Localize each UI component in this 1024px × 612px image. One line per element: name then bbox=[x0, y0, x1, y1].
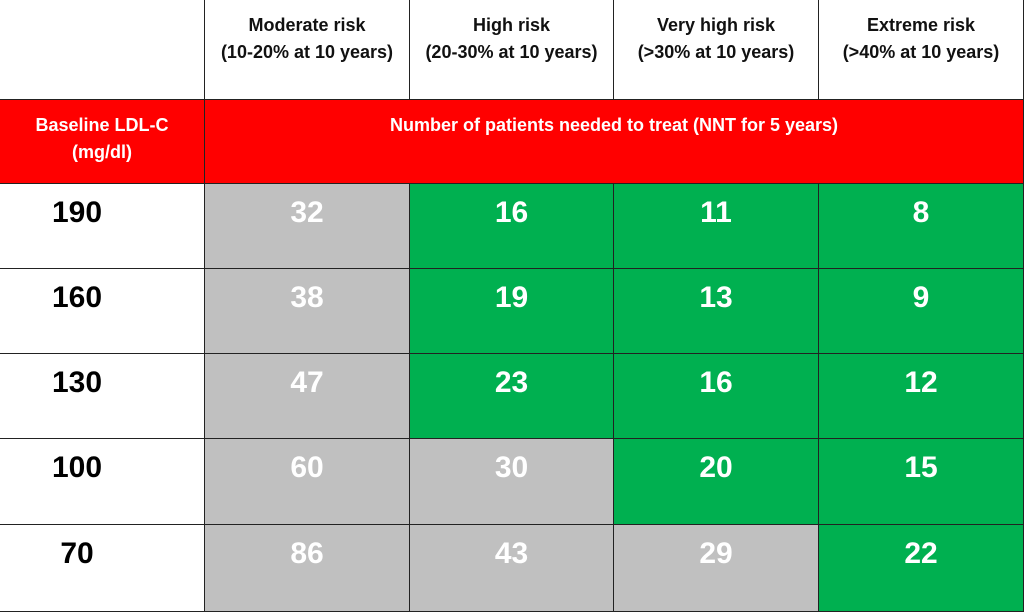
row-label: 160 bbox=[0, 269, 205, 354]
column-range: (10-20% at 10 years) bbox=[220, 42, 394, 62]
row-header: Baseline LDL-C (mg/dl) bbox=[0, 100, 205, 184]
nnt-value: 15 bbox=[819, 439, 1024, 525]
column-range: (>30% at 10 years) bbox=[637, 42, 795, 62]
nnt-value: 16 bbox=[614, 354, 819, 439]
column-range: (20-30% at 10 years) bbox=[425, 42, 598, 62]
nnt-value: 38 bbox=[205, 269, 410, 354]
row-header-title: Baseline LDL-C bbox=[35, 115, 169, 135]
column-header: Moderate risk (10-20% at 10 years) bbox=[205, 0, 410, 100]
row-header-unit: (mg/dl) bbox=[72, 142, 132, 162]
row-label: 130 bbox=[0, 354, 205, 439]
corner-cell bbox=[0, 0, 205, 100]
column-header: Very high risk (>30% at 10 years) bbox=[614, 0, 819, 100]
column-title: Moderate risk bbox=[248, 15, 366, 35]
column-header: Extreme risk (>40% at 10 years) bbox=[819, 0, 1024, 100]
column-header: High risk (20-30% at 10 years) bbox=[410, 0, 614, 100]
column-title: High risk bbox=[472, 15, 551, 35]
column-title: Very high risk bbox=[656, 15, 776, 35]
column-range: (>40% at 10 years) bbox=[842, 42, 1000, 62]
nnt-value: 47 bbox=[205, 354, 410, 439]
nnt-value: 9 bbox=[819, 269, 1024, 354]
nnt-value: 16 bbox=[410, 184, 614, 269]
nnt-value: 13 bbox=[614, 269, 819, 354]
nnt-value: 12 bbox=[819, 354, 1024, 439]
nnt-value: 11 bbox=[614, 184, 819, 269]
row-label: 190 bbox=[0, 184, 205, 269]
nnt-value: 43 bbox=[410, 525, 614, 612]
row-label: 100 bbox=[0, 439, 205, 525]
nnt-value: 20 bbox=[614, 439, 819, 525]
row-label: 70 bbox=[0, 525, 205, 612]
nnt-value: 19 bbox=[410, 269, 614, 354]
nnt-value: 29 bbox=[614, 525, 819, 612]
nnt-value: 23 bbox=[410, 354, 614, 439]
column-title: Extreme risk bbox=[866, 15, 976, 35]
nnt-value: 86 bbox=[205, 525, 410, 612]
nnt-value: 8 bbox=[819, 184, 1024, 269]
nnt-value: 22 bbox=[819, 525, 1024, 612]
nnt-value: 32 bbox=[205, 184, 410, 269]
nnt-value: 60 bbox=[205, 439, 410, 525]
nnt-value: 30 bbox=[410, 439, 614, 525]
span-header: Number of patients needed to treat (NNT … bbox=[205, 100, 1024, 184]
